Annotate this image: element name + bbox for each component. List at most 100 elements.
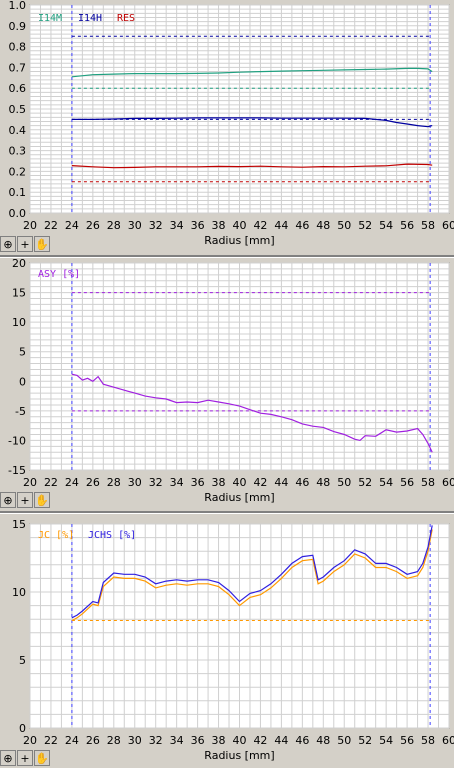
chart-1-svg: 0.0 0.1 0.2 0.3 0.4 0.5 0.6 0.7 0.8 0.9 1.0 20 22 24 2… <box>9 0 454 247</box>
x-tick-label: 26 <box>86 476 100 489</box>
x-tick-label: 52 <box>358 219 372 232</box>
legend-label: I14M <box>38 13 62 24</box>
x-tick-label: 22 <box>44 734 58 747</box>
x-tick-label: 34 <box>170 219 184 232</box>
x-tick-label: 34 <box>170 476 184 489</box>
crosshair-icon[interactable]: + <box>17 750 33 766</box>
chart-2-toolbar: ⊕ + ✋ <box>0 492 51 508</box>
y-tick-label: 15 <box>12 287 26 300</box>
x-tick-label: 38 <box>212 219 226 232</box>
x-tick-label: 34 <box>170 734 184 747</box>
x-tick-label: 42 <box>253 734 267 747</box>
x-tick-label: 36 <box>191 219 205 232</box>
y-tick-label: 20 <box>12 258 26 270</box>
chart-panel-1: 0.0 0.1 0.2 0.3 0.4 0.5 0.6 0.7 0.8 0.9 1.0 20 22 24 2… <box>0 0 454 255</box>
y-tick-label: 0 <box>19 722 26 735</box>
x-tick-label: 54 <box>379 476 393 489</box>
x-axis-label: Radius [mm] <box>204 234 274 247</box>
series-line <box>71 373 433 453</box>
x-tick-label: 60 <box>442 734 454 747</box>
x-tick-label: 38 <box>212 734 226 747</box>
x-tick-label: 58 <box>421 734 435 747</box>
x-tick-label: 52 <box>358 476 372 489</box>
x-tick-label: 24 <box>65 219 79 232</box>
y-tick-label: 5 <box>19 346 26 359</box>
x-tick-label: 48 <box>316 734 330 747</box>
zoom-icon[interactable]: ⊕ <box>0 492 16 508</box>
x-tick-label: 36 <box>191 734 205 747</box>
x-tick-label: 42 <box>253 219 267 232</box>
x-tick-label: 40 <box>233 476 247 489</box>
y-tick-label: 0.2 <box>9 165 27 178</box>
y-tick-label: -5 <box>15 405 26 418</box>
x-tick-label: 56 <box>400 476 414 489</box>
series-line <box>71 67 433 78</box>
x-tick-label: 56 <box>400 734 414 747</box>
x-tick-label: 50 <box>337 734 351 747</box>
x-tick-label: 44 <box>274 734 288 747</box>
x-tick-label: 32 <box>149 219 163 232</box>
x-tick-label: 58 <box>421 219 435 232</box>
series-line <box>71 525 433 619</box>
chart-panel-3: 0 5 10 15 20 22 24 26 28 30 32 34 36 38 40 42 44 46 48 50 52… <box>0 514 454 768</box>
y-tick-label: 1.0 <box>9 0 27 12</box>
hand-icon[interactable]: ✋ <box>34 492 50 508</box>
x-tick-label: 20 <box>23 734 37 747</box>
chart-panel-2: -15 -10 -5 0 5 10 15 20 20 22 24 26 28 30 32 34 36 38 40 42… <box>0 258 454 511</box>
x-tick-label: 26 <box>86 219 100 232</box>
x-tick-label: 48 <box>316 476 330 489</box>
y-tick-label: 0.5 <box>9 103 27 116</box>
x-tick-label: 54 <box>379 734 393 747</box>
legend-label: JC [%] <box>38 530 74 541</box>
y-tick-label: -10 <box>8 434 26 447</box>
y-tick-label: 0.0 <box>9 207 27 220</box>
crosshair-icon[interactable]: + <box>17 492 33 508</box>
y-tick-label: 0.8 <box>9 41 27 54</box>
y-tick-label: 10 <box>12 586 26 599</box>
legend-label: JCHS [%] <box>88 530 136 541</box>
y-tick-label: 0.9 <box>9 20 27 33</box>
x-tick-label: 60 <box>442 219 454 232</box>
y-tick-label: -15 <box>8 464 26 477</box>
y-tick-label: 0.4 <box>9 124 27 137</box>
y-tick-label: 0.3 <box>9 145 27 158</box>
x-tick-label: 36 <box>191 476 205 489</box>
legend-label: I14H <box>78 13 102 24</box>
y-tick-label: 0.6 <box>9 82 27 95</box>
crosshair-icon[interactable]: + <box>17 236 33 252</box>
x-tick-label: 22 <box>44 476 58 489</box>
panel-divider <box>0 511 454 514</box>
x-tick-label: 44 <box>274 219 288 232</box>
hand-icon[interactable]: ✋ <box>34 236 50 252</box>
x-axis-label: Radius [mm] <box>204 749 274 762</box>
chart-1-toolbar: ⊕ + ✋ <box>0 236 51 252</box>
x-tick-label: 30 <box>128 476 142 489</box>
y-tick-label: 15 <box>12 518 26 531</box>
x-tick-label: 20 <box>23 219 37 232</box>
hand-icon[interactable]: ✋ <box>34 750 50 766</box>
x-tick-label: 54 <box>379 219 393 232</box>
x-tick-label: 28 <box>107 734 121 747</box>
x-tick-label: 44 <box>274 476 288 489</box>
x-tick-label: 30 <box>128 734 142 747</box>
x-tick-label: 28 <box>107 219 121 232</box>
x-tick-label: 48 <box>316 219 330 232</box>
zoom-icon[interactable]: ⊕ <box>0 750 16 766</box>
x-tick-label: 24 <box>65 476 79 489</box>
x-tick-label: 20 <box>23 476 37 489</box>
chart-2-svg: -15 -10 -5 0 5 10 15 20 20 22 24 26 28 30 32 34 36 38 40 42… <box>8 258 454 504</box>
x-tick-label: 46 <box>295 476 309 489</box>
x-tick-label: 52 <box>358 734 372 747</box>
series-line <box>71 163 433 169</box>
series-line <box>71 117 433 128</box>
y-tick-label: 10 <box>12 316 26 329</box>
x-tick-label: 28 <box>107 476 121 489</box>
x-tick-label: 46 <box>295 734 309 747</box>
x-tick-label: 50 <box>337 219 351 232</box>
x-tick-label: 26 <box>86 734 100 747</box>
x-tick-label: 32 <box>149 734 163 747</box>
x-tick-label: 38 <box>212 476 226 489</box>
x-tick-label: 56 <box>400 219 414 232</box>
chart-3-svg: 0 5 10 15 20 22 24 26 28 30 32 34 36 38 40 42 44 46 48 50 52… <box>12 518 454 762</box>
zoom-icon[interactable]: ⊕ <box>0 236 16 252</box>
